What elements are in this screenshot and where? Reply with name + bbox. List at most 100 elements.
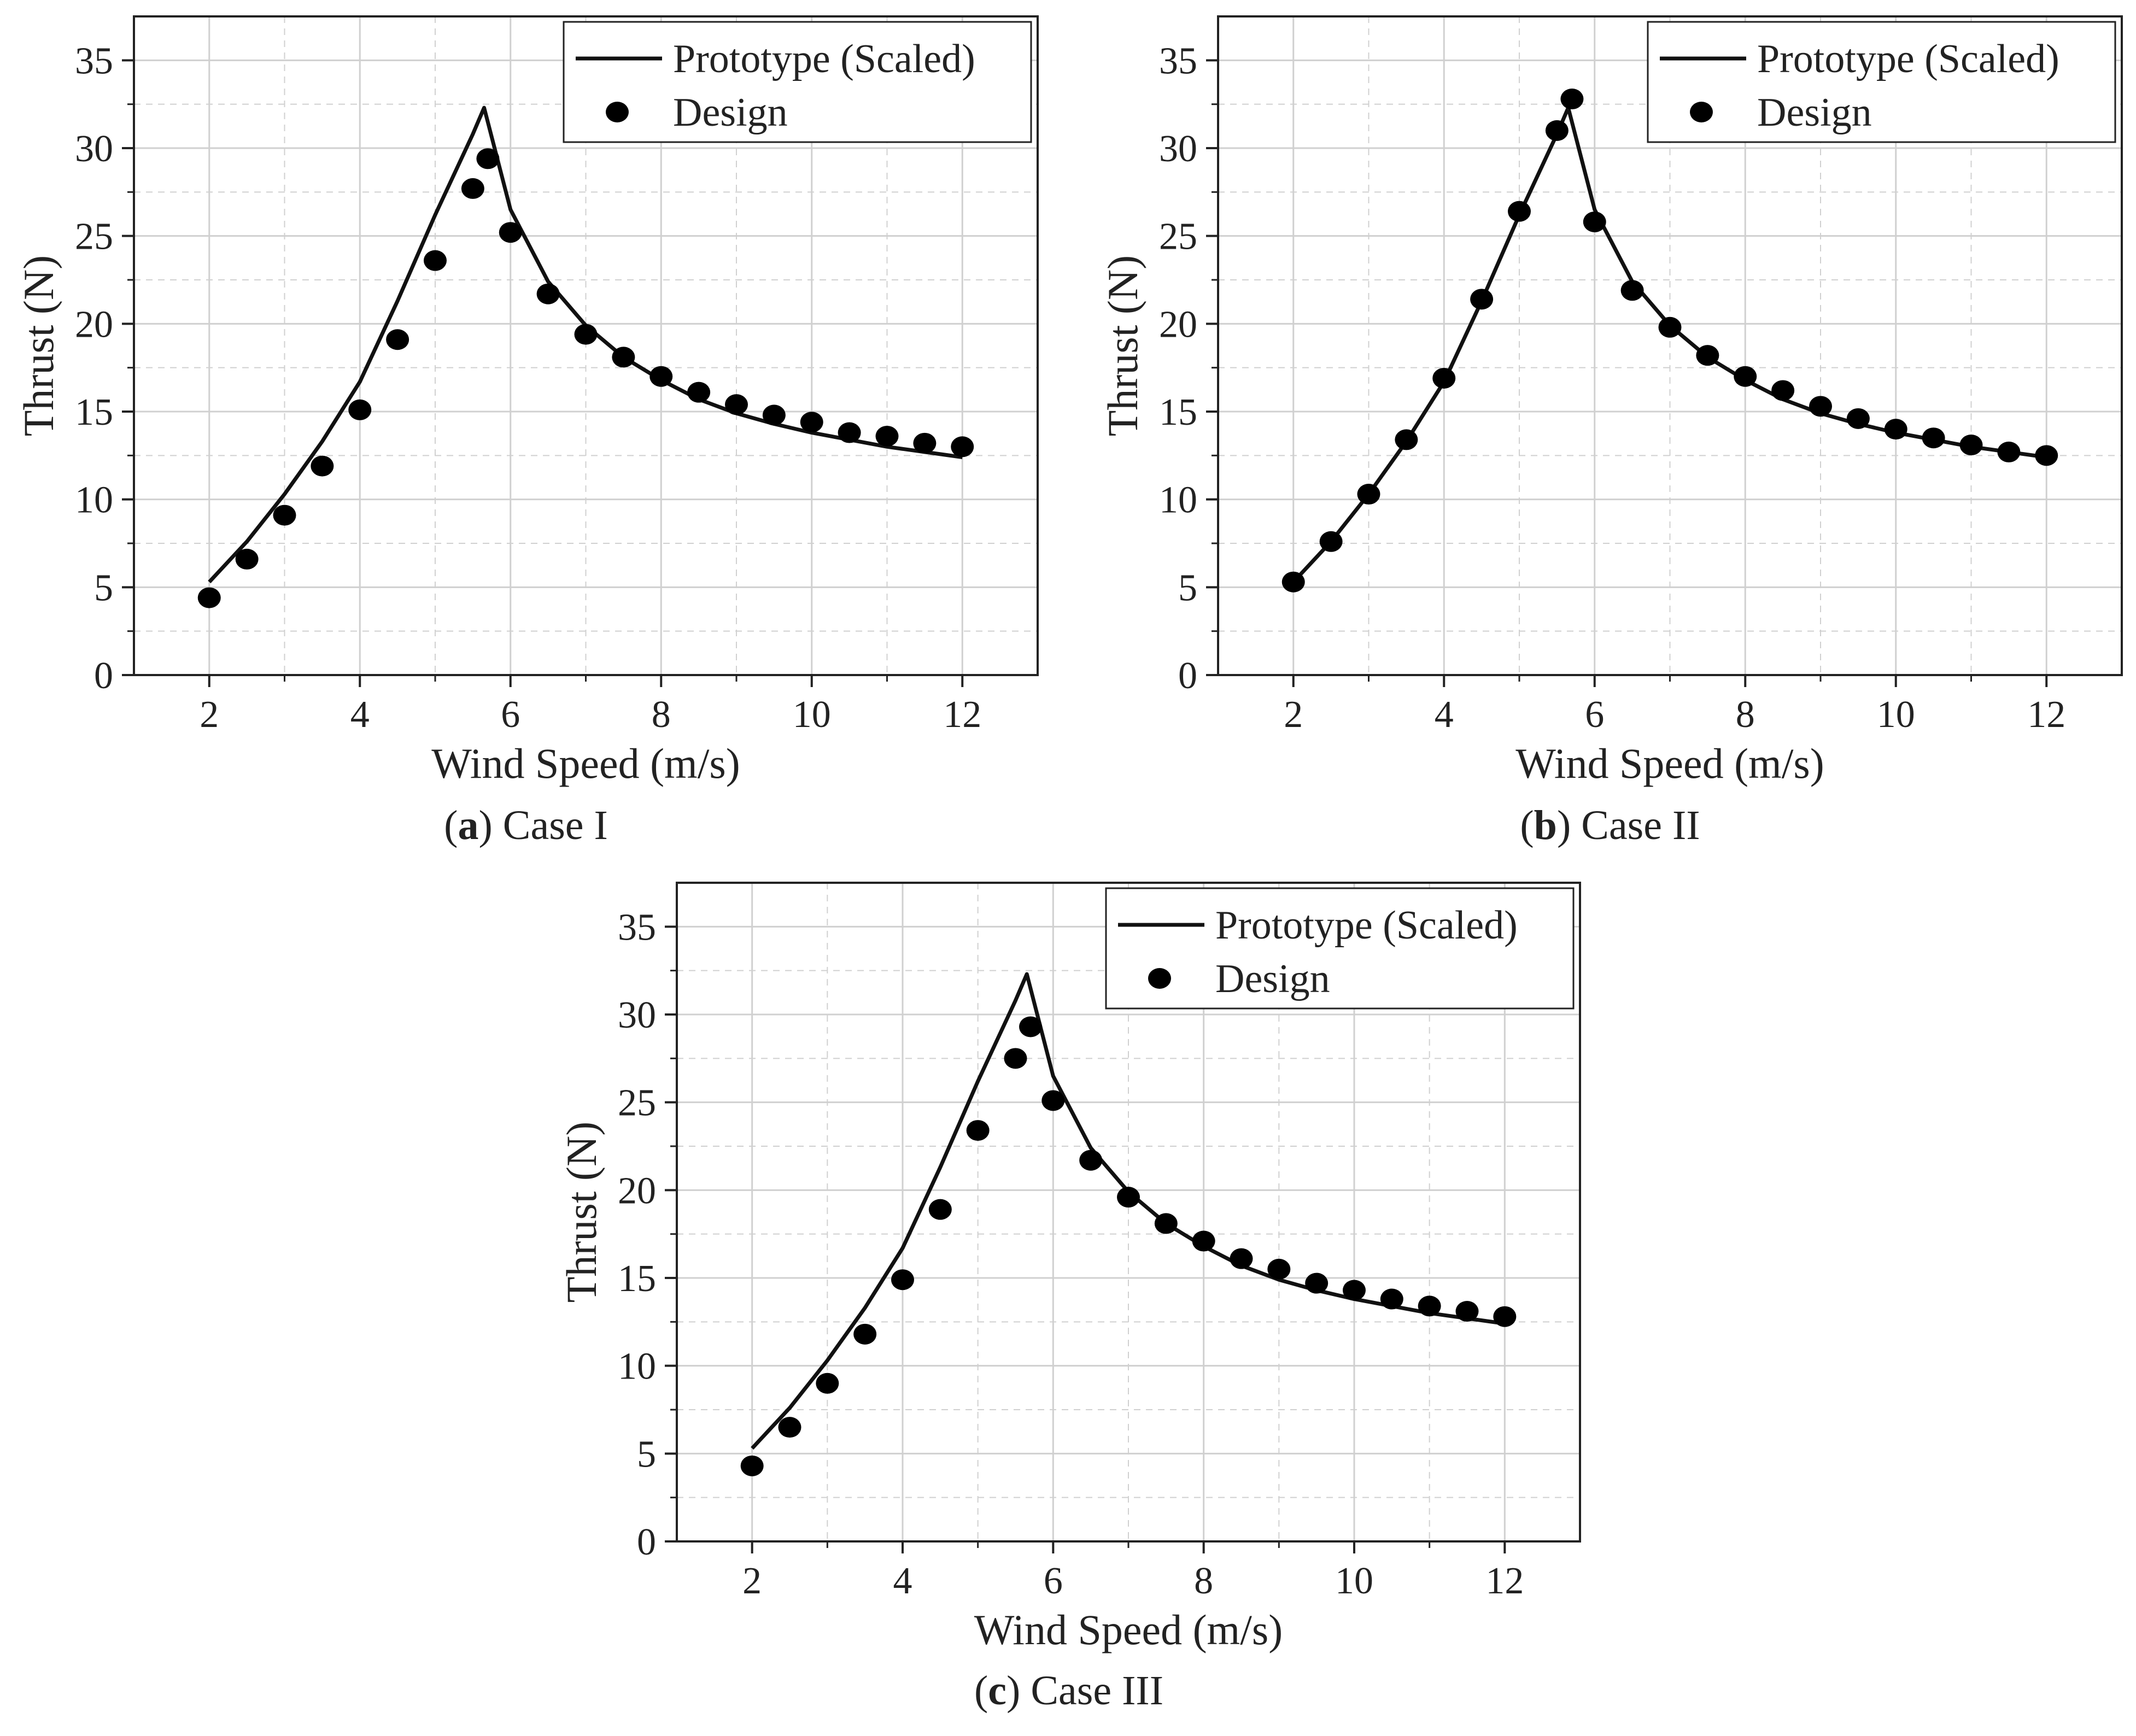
chart-c-legend-box [1105, 887, 1575, 1010]
chart-a-x-tick-label: 4 [350, 694, 370, 736]
chart-b-y-tick-label: 5 [1178, 567, 1197, 609]
chart-c-x-axis: 2 4 6 8 10 12 [742, 1541, 1524, 1602]
chart-a-x-tick-label: 2 [200, 694, 219, 736]
chart-a-legend-label-design: Design [673, 90, 788, 135]
chart-c-x-tick-label: 4 [893, 1560, 912, 1602]
chart-b-design-point [1432, 367, 1456, 389]
chart-a-design-point [875, 425, 899, 447]
chart-b-y-tick-label: 25 [1159, 216, 1197, 258]
chart-a-x-tick-label: 8 [652, 694, 671, 736]
chart-b-design-point [1319, 531, 1343, 552]
chart-c-y-tick-label: 25 [618, 1082, 656, 1124]
chart-c-design-point [1019, 1016, 1043, 1037]
chart-b-y-tick-label: 15 [1159, 391, 1197, 433]
chart-b-caption-letter: b [1534, 802, 1557, 848]
chart-c-y-tick-label: 0 [637, 1521, 656, 1563]
chart-b-y-axis: 0 5 10 15 20 25 30 35 [1159, 40, 1218, 697]
chart-c-caption-paren-open: ( [974, 1668, 988, 1714]
chart-c-design-point [1041, 1090, 1065, 1111]
chart-a-legend-label-prototype: Prototype (Scaled) [673, 37, 975, 81]
chart-b-caption-text: ) Case II [1557, 802, 1700, 848]
chart-a-design-point [386, 329, 409, 350]
chart-c-series-design-markers [740, 1016, 1517, 1476]
chart-a-caption: (a) Case I [444, 802, 608, 848]
chart-a-caption-letter: a [458, 802, 478, 848]
chart-c-design-point [1192, 1230, 1215, 1252]
chart-b-x-tick-label: 10 [1877, 694, 1915, 736]
chart-a-design-point [197, 587, 221, 608]
chart-c-y-tick-label: 30 [618, 994, 656, 1036]
chart-a-y-tick-label: 20 [75, 303, 113, 345]
chart-b-design-point [1922, 427, 1945, 449]
chart-b-design-point [1357, 484, 1380, 505]
chart-c-y-tick-label: 15 [618, 1258, 656, 1300]
chart-a-y-tick-label: 5 [94, 567, 113, 609]
chart-a-design-point [536, 283, 560, 304]
chart-b-design-point [1545, 120, 1569, 141]
chart-b-caption: (b) Case II [1520, 802, 1700, 848]
chart-b-legend-marker-swatch [1690, 102, 1713, 122]
chart-a-y-tick-label: 0 [94, 655, 113, 697]
chart-c-legend-label-design: Design [1215, 957, 1330, 1001]
chart-b-series-prototype-line [1292, 105, 2047, 584]
chart-c-design-point [966, 1120, 990, 1141]
chart-a-design-point [476, 148, 500, 169]
chart-b-legend-box [1647, 21, 2116, 143]
chart-a-design-point [649, 366, 673, 387]
chart-c-design-point [1004, 1048, 1027, 1069]
chart-a-design-point [499, 222, 522, 243]
chart-c-design-point [891, 1269, 914, 1291]
chart-c-x-tick-label: 6 [1044, 1560, 1063, 1602]
chart-b-y-tick-label: 0 [1178, 655, 1197, 697]
chart-a-design-point [235, 548, 259, 570]
chart-b-y-axis-title: Thrust (N) [1099, 255, 1146, 436]
chart-a-y-tick-label: 35 [75, 40, 113, 82]
chart-b-x-axis-title: Wind Speed (m/s) [1515, 740, 1824, 787]
chart-a-design-point [838, 422, 861, 443]
chart-c-design-point [853, 1323, 877, 1345]
chart-c-design-point [740, 1455, 764, 1476]
chart-a-y-tick-label: 10 [75, 479, 113, 521]
chart-a-design-point [461, 178, 484, 199]
chart-c-y-tick-label: 35 [618, 906, 656, 948]
chart-c-legend: Prototype (Scaled) Design [1105, 887, 1575, 1010]
chart-c-design-point [1154, 1213, 1178, 1234]
chart-c-design-point [778, 1417, 801, 1438]
chart-a-y-tick-label: 25 [75, 216, 113, 258]
chart-a-y-axis-title: Thrust (N) [15, 255, 62, 436]
chart-b-design-point [1281, 571, 1305, 593]
chart-c-design-point [1343, 1280, 1366, 1301]
chart-b-design-point [1658, 316, 1682, 338]
chart-c-design-point [816, 1373, 839, 1394]
chart-c-y-tick-label: 20 [618, 1170, 656, 1212]
chart-b-legend: Prototype (Scaled) Design [1647, 21, 2116, 143]
chart-a: 2 4 6 8 10 12 0 5 10 15 20 25 30 35 Wind Speed (m/s) Th… [15, 15, 1039, 848]
chart-b-x-tick-label: 4 [1435, 694, 1454, 736]
chart-b-y-tick-label: 20 [1159, 303, 1197, 345]
chart-a-caption-text: ) Case I [478, 802, 607, 848]
chart-b-caption-paren-open: ( [1520, 802, 1534, 848]
chart-b-y-tick-label: 30 [1159, 128, 1197, 170]
chart-a-design-point [951, 436, 974, 458]
chart-b-design-point [1583, 211, 1606, 232]
chart-a-design-point [687, 382, 711, 403]
chart-c-design-point [1455, 1301, 1479, 1322]
chart-a-y-axis: 0 5 10 15 20 25 30 35 [75, 40, 134, 697]
chart-a-design-point [725, 394, 748, 415]
chart-c-design-point [928, 1199, 952, 1220]
chart-c-design-point [1418, 1295, 1441, 1317]
chart-a-y-tick-label: 15 [75, 391, 113, 433]
chart-b-design-point [1959, 435, 1983, 456]
chart-a-design-point [574, 324, 598, 345]
chart-c-legend-marker-swatch [1148, 968, 1171, 989]
chart-c-design-point [1079, 1149, 1103, 1171]
chart-b-legend-label-design: Design [1757, 90, 1872, 135]
chart-a-x-tick-label: 12 [943, 694, 981, 736]
chart-c-design-point [1305, 1272, 1329, 1294]
chart-b-y-tick-label: 35 [1159, 40, 1197, 82]
chart-a-legend: Prototype (Scaled) Design [563, 21, 1032, 143]
chart-b-x-tick-label: 2 [1284, 694, 1303, 736]
chart-b-design-point [1884, 419, 1907, 440]
chart-c-design-point [1230, 1248, 1253, 1269]
chart-c-x-tick-label: 12 [1485, 1560, 1524, 1602]
